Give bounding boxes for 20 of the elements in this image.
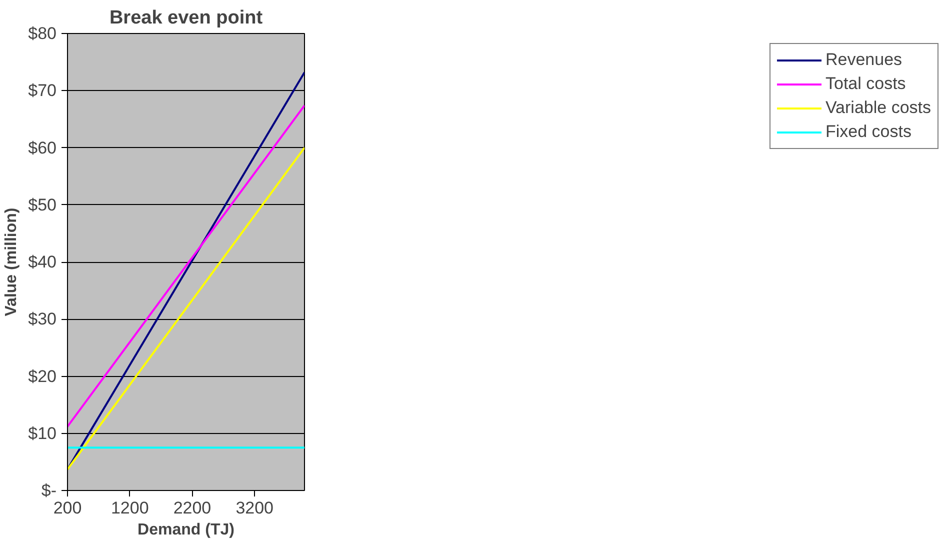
legend-label: Fixed costs [825,122,912,142]
y-tick-label: $10 [28,424,57,443]
y-tick-label: $40 [28,252,57,272]
y-tick-label: $- [41,481,57,500]
y-tick-label: $60 [28,138,57,158]
y-tick-label: $80 [28,24,57,43]
y-tick-label: $20 [28,366,57,386]
y-tick-label: $70 [28,81,57,100]
x-axis-title: Demand (TJ) [138,522,234,538]
legend-label: Variable costs [825,98,931,118]
x-tick-label: 3200 [236,498,274,518]
y-tick-label: $50 [28,195,57,214]
y-tick-label: $30 [28,310,57,329]
legend-label: Revenues [825,50,902,70]
y-axis-title: Value (million) [3,208,20,316]
x-tick-label: 1200 [110,498,149,518]
chart-title: Break even point [109,8,264,28]
x-tick-label: 2200 [173,498,212,518]
x-tick-label: 200 [53,498,82,518]
legend-label: Total costs [825,74,906,94]
